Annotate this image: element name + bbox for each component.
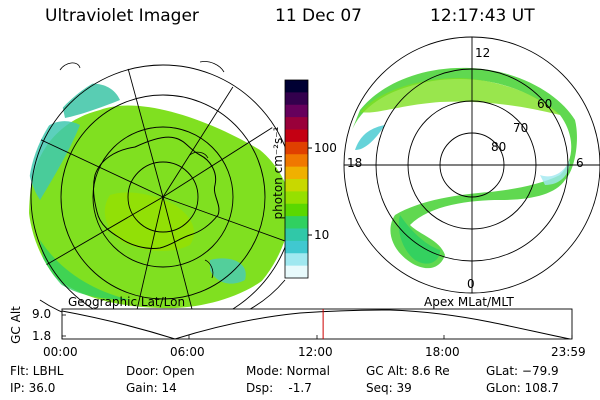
- colorbar-swatch: [285, 117, 308, 131]
- altitude-plot: [61, 308, 573, 340]
- left-panel-label: Geographic Lat/Lon: [68, 295, 186, 309]
- altitude-x-tick-0600: 06:00: [170, 345, 205, 359]
- altitude-x-tick-2359: 23:59: [551, 345, 586, 359]
- status-dsp: Dsp: -1.7: [246, 381, 312, 395]
- magnetic-polar-plot: [343, 36, 600, 294]
- colorbar-swatch: [285, 129, 308, 143]
- colorbar-swatch: [285, 203, 308, 217]
- colorbar-swatch: [285, 154, 308, 168]
- status-gc-alt: GC Alt: 8.6 Re: [366, 364, 450, 378]
- right-panel-label: Apex MLat/MLT: [424, 295, 514, 309]
- status-gain: Gain: 14: [126, 381, 177, 395]
- colorbar-tick-100: 100: [314, 141, 337, 155]
- altitude-x-tick-1200: 12:00: [298, 345, 333, 359]
- colorbar-swatch: [285, 141, 308, 155]
- lat-label-70: 70: [513, 121, 529, 135]
- status-filter: Flt: LBHL: [10, 364, 64, 378]
- colorbar-swatch: [285, 253, 308, 267]
- colorbar-swatch: [285, 191, 308, 205]
- status-door: Door: Open: [126, 364, 195, 378]
- colorbar-swatch: [285, 92, 308, 106]
- status-mode: Mode: Normal: [246, 364, 330, 378]
- colorbar-swatch: [285, 104, 308, 118]
- status-glon: GLon: 108.7: [486, 381, 559, 395]
- colorbar-unit-label: photon cm⁻²s⁻¹: [271, 126, 285, 220]
- status-ip: IP: 36.0: [10, 381, 56, 395]
- date-label: 11 Dec 07: [275, 6, 362, 26]
- colorbar-swatch: [285, 228, 308, 242]
- colorbar-swatch: [285, 80, 308, 93]
- colorbar-swatch: [285, 166, 308, 180]
- colorbar-swatch: [285, 240, 308, 254]
- colorbar-tick-10: 10: [314, 228, 330, 242]
- altitude-y-tick-high: 9.0: [32, 307, 52, 321]
- colorbar-swatch: [285, 265, 308, 279]
- time-label: 12:17:43 UT: [430, 6, 535, 26]
- altitude-x-tick-1800: 18:00: [425, 345, 460, 359]
- mlt-label-0: 0: [467, 277, 475, 291]
- mlt-label-12: 12: [475, 46, 491, 60]
- geographic-map: [28, 61, 296, 331]
- colorbar-swatch: [285, 216, 308, 230]
- altitude-y-label: GC Alt: [9, 306, 23, 344]
- colorbar: [284, 79, 312, 279]
- status-glat: GLat: −79.9: [486, 364, 559, 378]
- mlt-label-6: 6: [576, 156, 584, 170]
- mlt-label-18: 18: [347, 156, 363, 170]
- altitude-y-tick-low: 1.8: [32, 329, 52, 343]
- lat-label-80: 80: [491, 140, 507, 154]
- status-seq: Seq: 39: [366, 381, 412, 395]
- instrument-title: Ultraviolet Imager: [45, 6, 199, 26]
- altitude-x-tick-0000: 00:00: [43, 345, 78, 359]
- colorbar-swatch: [285, 179, 308, 192]
- lat-label-60: 60: [537, 97, 553, 111]
